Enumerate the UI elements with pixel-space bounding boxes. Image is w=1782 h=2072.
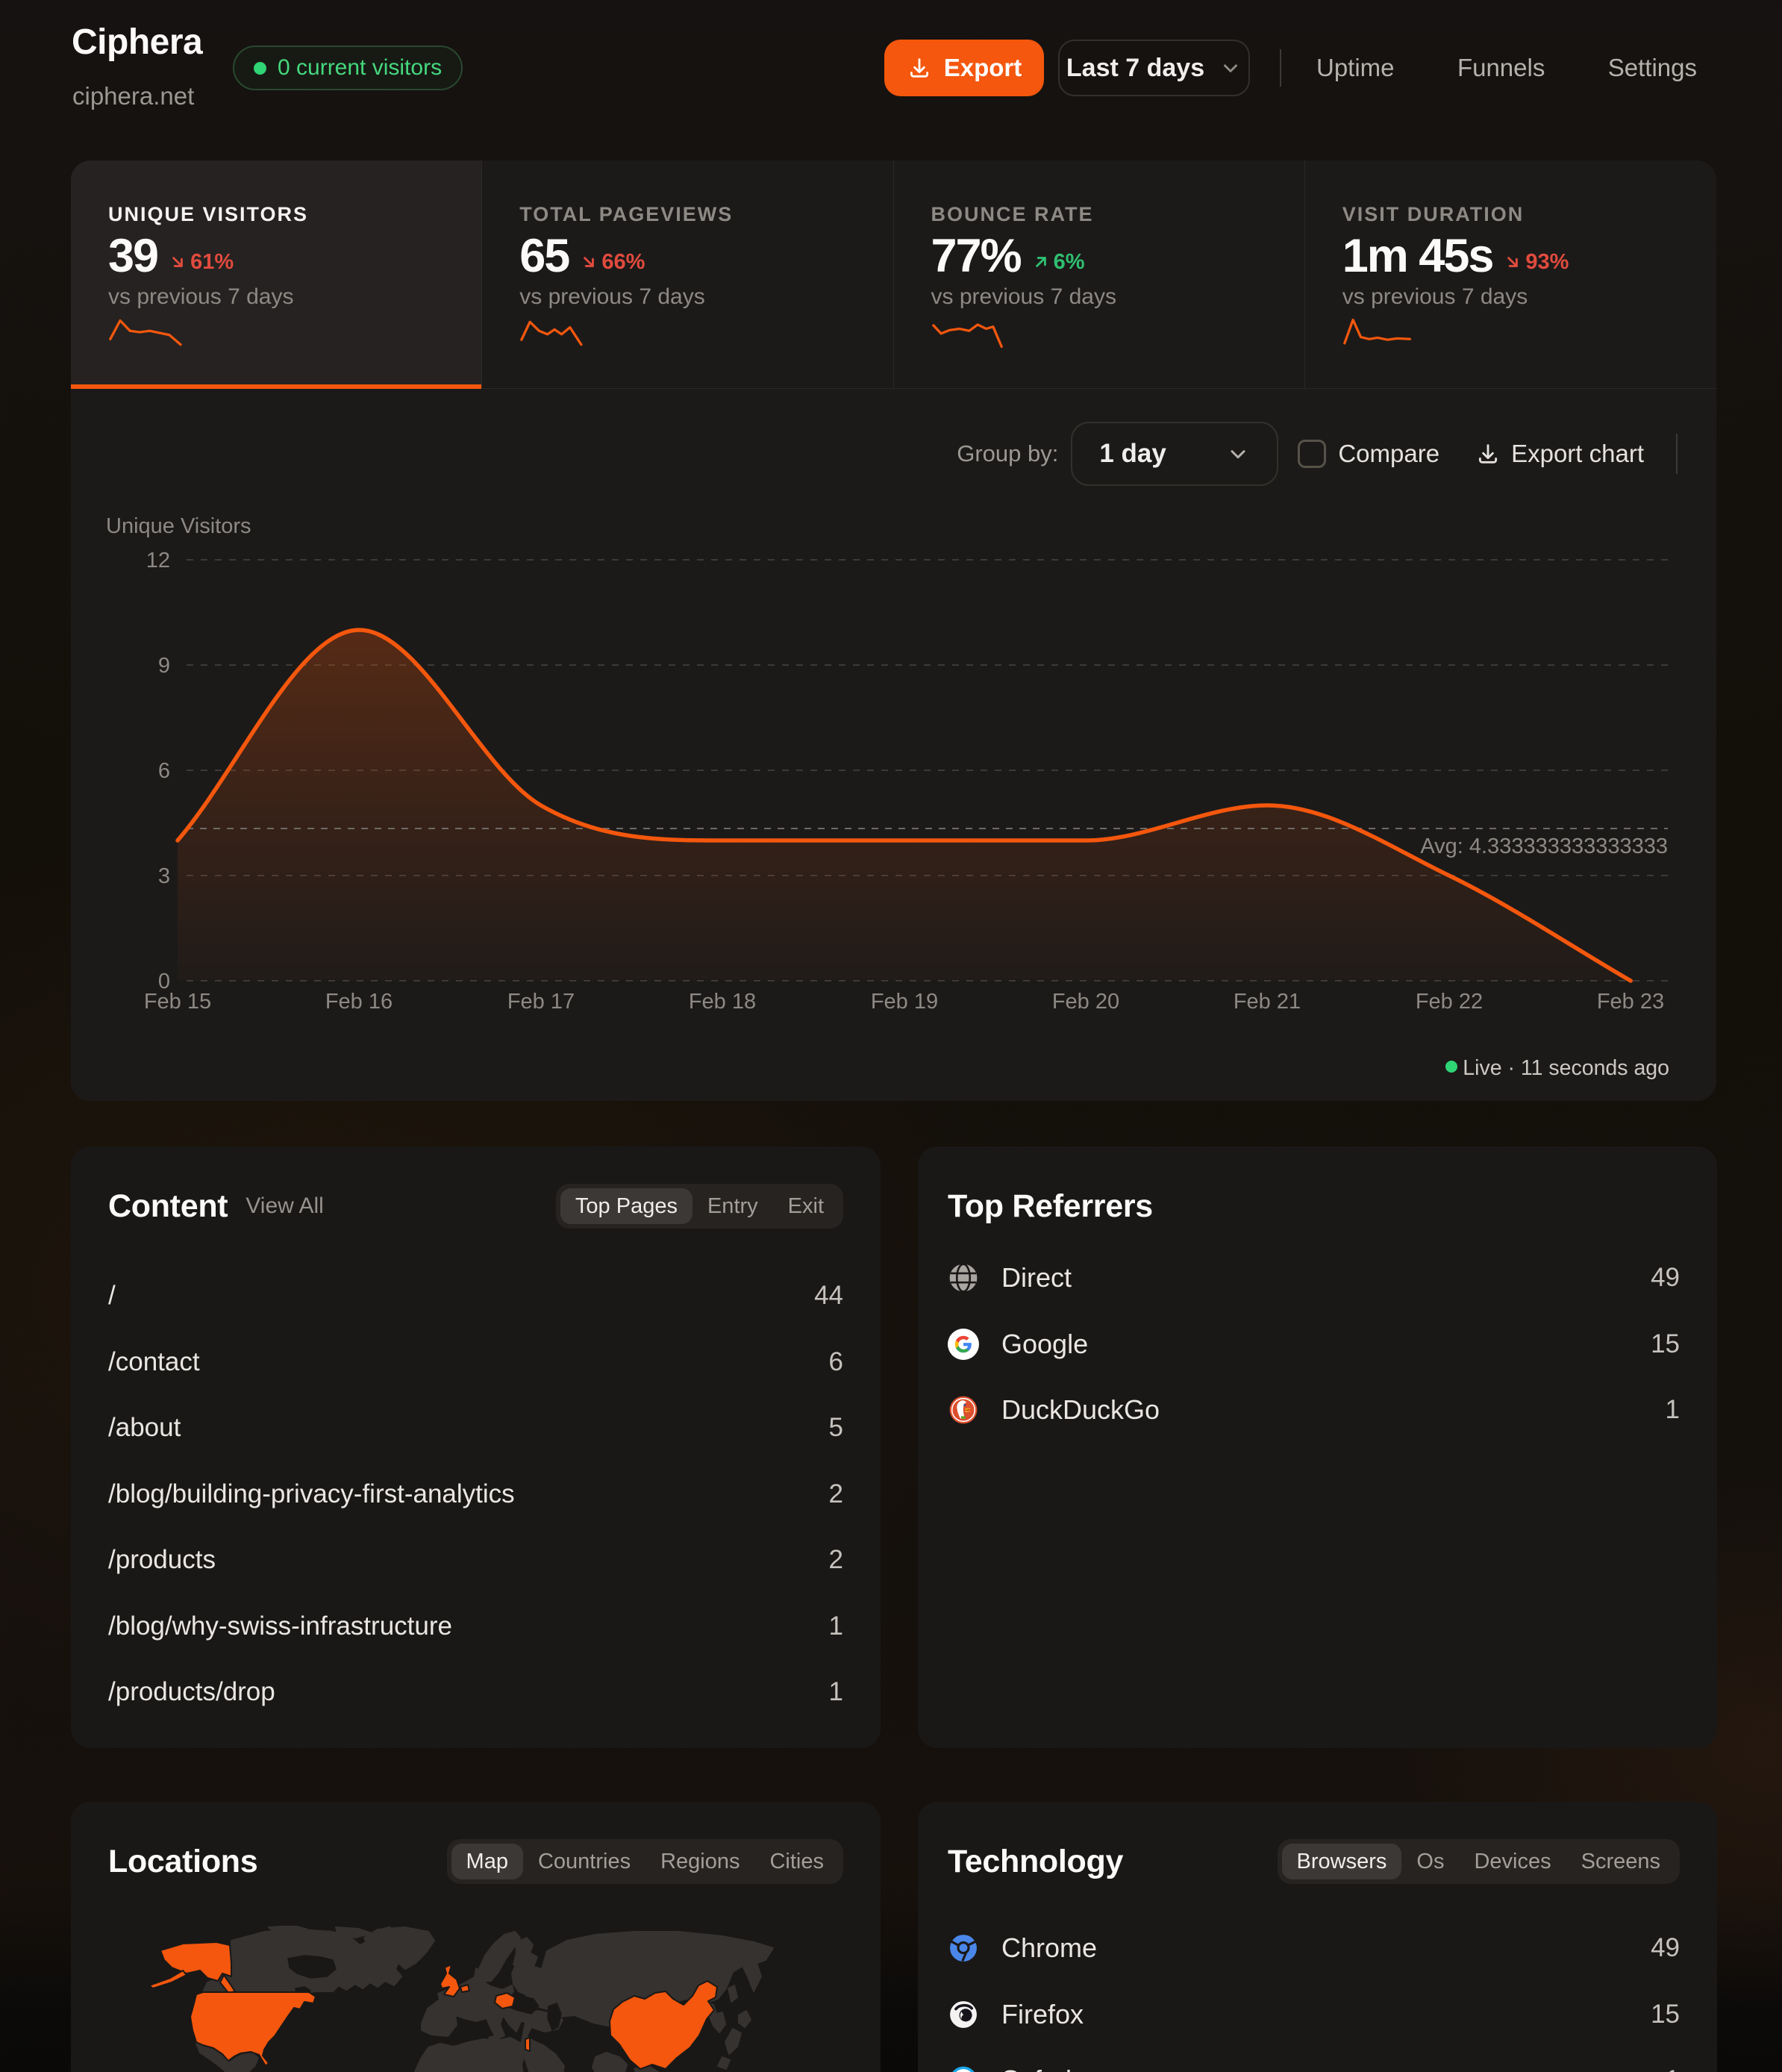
svg-text:0: 0: [158, 970, 170, 993]
svg-text:9: 9: [158, 654, 170, 678]
svg-text:Avg: 4.333333333333333: Avg: 4.333333333333333: [1420, 834, 1668, 858]
svg-text:Feb 17: Feb 17: [507, 990, 575, 1014]
svg-text:Feb 21: Feb 21: [1234, 990, 1301, 1014]
svg-text:3: 3: [158, 864, 170, 888]
svg-text:Feb 20: Feb 20: [1052, 990, 1119, 1014]
svg-text:Live · 11 seconds ago: Live · 11 seconds ago: [1463, 1056, 1669, 1080]
svg-text:Feb 15: Feb 15: [144, 990, 211, 1014]
svg-text:Feb 16: Feb 16: [325, 990, 393, 1014]
svg-text:Feb 18: Feb 18: [689, 990, 756, 1014]
svg-text:Feb 22: Feb 22: [1416, 990, 1483, 1014]
svg-text:Feb 19: Feb 19: [871, 990, 938, 1014]
svg-text:6: 6: [158, 759, 170, 783]
svg-text:Feb 23: Feb 23: [1597, 990, 1664, 1014]
svg-text:12: 12: [146, 549, 170, 572]
svg-text:Unique Visitors: Unique Visitors: [106, 514, 251, 538]
